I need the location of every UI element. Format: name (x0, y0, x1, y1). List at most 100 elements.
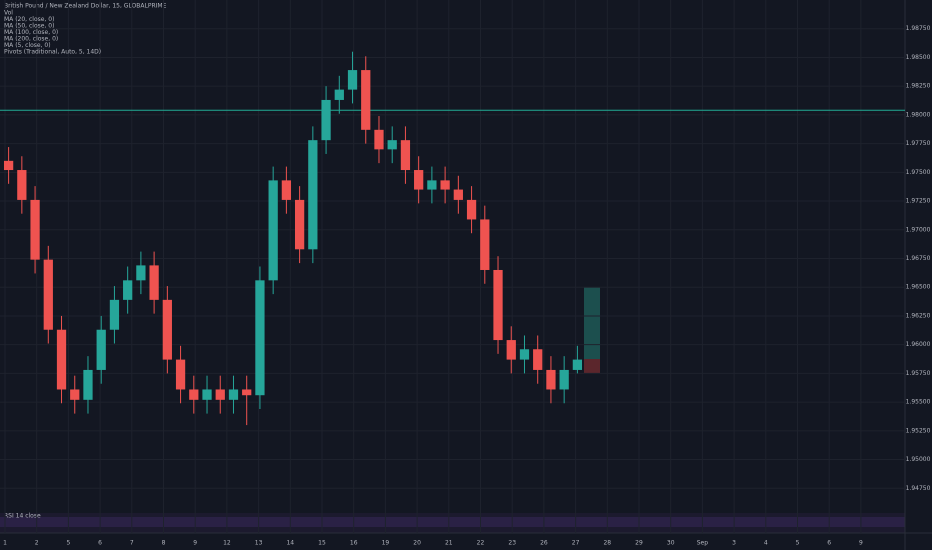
candle-body (215, 389, 225, 400)
y-tick-label: 1.96000 (906, 341, 931, 348)
long-position-stop[interactable] (584, 359, 600, 373)
candle-body (519, 349, 530, 360)
candle-body (453, 189, 463, 200)
y-tick-label: 1.98000 (906, 111, 931, 118)
x-tick-label: 9 (193, 540, 197, 547)
legend-entry: MA (200, close, 0) (4, 36, 58, 43)
x-tick-label: 3 (732, 540, 736, 547)
y-tick-label: 1.98500 (906, 54, 931, 61)
y-tick-label: 1.96500 (906, 284, 931, 291)
x-tick-label: 6 (827, 540, 831, 547)
long-position-target[interactable] (584, 287, 600, 359)
candle-body (572, 359, 583, 370)
x-tick-label: 9 (859, 540, 863, 547)
x-tick-label: 6 (98, 540, 102, 547)
x-tick-label: 21 (445, 540, 453, 547)
x-tick-label: 23 (508, 540, 516, 547)
candle-body (374, 129, 384, 150)
x-tick-label: 1 (3, 540, 7, 547)
legend-entry: MA (5, close, 0) (4, 42, 51, 49)
legend-entry: Vol (4, 10, 13, 17)
candle-body (56, 329, 67, 390)
candle-body (308, 140, 318, 250)
candle-body (70, 389, 80, 400)
candle-body (400, 140, 411, 171)
y-tick-label: 1.96750 (906, 255, 931, 262)
x-tick-label: 5 (796, 540, 800, 547)
x-tick-label: 22 (477, 540, 485, 547)
candle-body (440, 180, 450, 190)
candle-body (546, 369, 556, 390)
candle-body (493, 269, 503, 341)
y-tick-label: 1.98250 (906, 83, 931, 90)
y-tick-label: 1.97000 (906, 226, 931, 233)
x-tick-label: 7 (130, 540, 134, 547)
x-tick-label: 4 (764, 540, 768, 547)
y-tick-label: 1.95750 (906, 370, 931, 377)
y-tick-label: 1.95000 (906, 456, 931, 463)
candle-body (228, 389, 239, 400)
legend-entry: MA (50, close, 0) (4, 23, 54, 30)
candle-body (361, 70, 371, 130)
candle-body (202, 389, 212, 400)
candle-body (414, 170, 424, 190)
candle-body (149, 265, 159, 300)
candle-body (83, 369, 93, 400)
candle-body (123, 280, 133, 300)
candle-body (43, 259, 53, 330)
x-tick-label: 14 (286, 540, 294, 547)
x-tick-label: 26 (540, 540, 548, 547)
x-tick-label: 15 (318, 540, 326, 547)
candle-body (466, 199, 477, 220)
candle-body (242, 389, 252, 396)
x-tick-label: 19 (382, 540, 390, 547)
candle-body (533, 349, 543, 370)
candle-body (294, 199, 305, 250)
x-tick-label: 8 (162, 540, 166, 547)
y-tick-label: 1.97750 (906, 140, 931, 147)
x-tick-label: 12 (223, 540, 231, 547)
candle-body (189, 389, 199, 400)
x-tick-label: Sep (697, 540, 709, 547)
candle-body (175, 359, 186, 390)
y-tick-label: 1.97250 (906, 198, 931, 205)
y-tick-label: 1.94750 (906, 485, 931, 492)
candle-body (268, 180, 278, 281)
candle-body (17, 170, 27, 200)
legend-entry: Pivots (Traditional, Auto, 5, 14D) (4, 49, 101, 56)
x-tick-label: 13 (255, 540, 263, 547)
candle-body (334, 89, 344, 100)
y-tick-label: 1.98750 (906, 25, 931, 32)
y-tick-label: 1.96250 (906, 312, 931, 319)
legend-entry: MA (100, close, 0) (4, 29, 58, 36)
candle-body (387, 140, 397, 150)
x-tick-label: 27 (572, 540, 580, 547)
candle-body (96, 329, 106, 370)
x-tick-label: 30 (667, 540, 675, 547)
candle-body (480, 219, 490, 270)
candle-body (427, 180, 437, 190)
candle-body (559, 369, 569, 390)
candle-body (162, 299, 172, 360)
candle-body (281, 180, 292, 200)
chart-title: British Pound / New Zealand Dollar, 15, … (4, 3, 167, 10)
x-tick-label: 16 (350, 540, 358, 547)
candle-body (321, 99, 331, 141)
rsi-band (0, 517, 905, 527)
y-tick-label: 1.95250 (906, 427, 931, 434)
y-tick-label: 1.95500 (906, 399, 931, 406)
candle-body (347, 70, 358, 90)
candle-body (3, 160, 14, 171)
candle-body (136, 265, 146, 281)
x-tick-label: 20 (413, 540, 421, 547)
x-tick-label: 28 (603, 540, 611, 547)
rsi-label: RSI 14 close (4, 513, 41, 520)
candle-body (109, 299, 120, 330)
x-tick-label: 5 (66, 540, 70, 547)
candle-body (255, 280, 265, 396)
candle-body (30, 199, 40, 260)
y-tick-label: 1.97500 (906, 169, 931, 176)
x-tick-label: 29 (635, 540, 643, 547)
x-tick-label: 2 (35, 540, 39, 547)
